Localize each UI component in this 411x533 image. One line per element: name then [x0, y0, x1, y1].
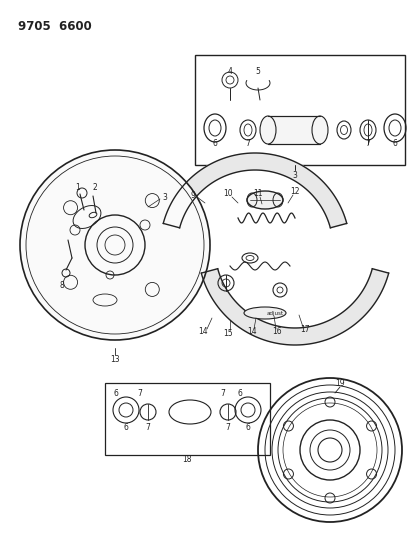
- Text: 7: 7: [138, 389, 143, 398]
- Bar: [268, 116, 320, 144]
- Text: 7: 7: [221, 389, 226, 398]
- Text: 17: 17: [300, 326, 310, 335]
- Text: 6: 6: [212, 140, 217, 149]
- Text: 6: 6: [113, 389, 118, 398]
- Text: 6: 6: [124, 423, 128, 432]
- Polygon shape: [201, 269, 389, 345]
- Text: 7: 7: [245, 140, 250, 149]
- Text: 11: 11: [253, 190, 263, 198]
- Text: 15: 15: [223, 328, 233, 337]
- Text: 6: 6: [238, 389, 242, 398]
- Polygon shape: [163, 153, 347, 228]
- Bar: [195, 55, 405, 165]
- Text: 16: 16: [272, 327, 282, 336]
- Text: 6: 6: [393, 140, 397, 149]
- Text: 7: 7: [145, 423, 150, 432]
- Text: 9: 9: [191, 190, 196, 199]
- Text: 12: 12: [290, 188, 300, 197]
- Bar: [105, 383, 270, 455]
- Ellipse shape: [260, 116, 276, 144]
- Ellipse shape: [244, 307, 286, 319]
- Text: 3: 3: [293, 171, 298, 180]
- Text: 14: 14: [198, 327, 208, 336]
- Text: 10: 10: [223, 190, 233, 198]
- Text: 13: 13: [110, 356, 120, 365]
- Text: 5: 5: [256, 68, 261, 77]
- Text: 7: 7: [365, 140, 370, 149]
- Text: 14: 14: [247, 327, 257, 336]
- Ellipse shape: [247, 191, 283, 209]
- Text: adjust: adjust: [266, 311, 284, 316]
- Text: 18: 18: [182, 456, 192, 464]
- Bar: [93, 273, 137, 293]
- Text: 2: 2: [92, 183, 97, 192]
- Circle shape: [20, 150, 210, 340]
- Text: 9705  6600: 9705 6600: [18, 20, 92, 33]
- Text: 19: 19: [335, 378, 345, 387]
- Text: 6: 6: [245, 423, 250, 432]
- Ellipse shape: [312, 116, 328, 144]
- Text: 4: 4: [228, 68, 233, 77]
- Text: 3: 3: [163, 192, 167, 201]
- Text: 8: 8: [60, 280, 65, 289]
- Text: 1: 1: [76, 183, 81, 192]
- Text: 7: 7: [226, 423, 231, 432]
